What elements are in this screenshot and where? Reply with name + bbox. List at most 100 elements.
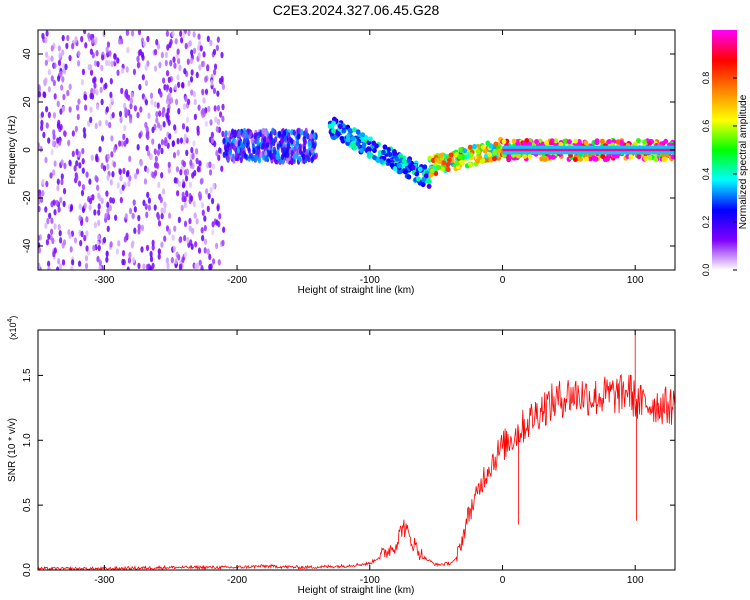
spectrogram-cell (355, 141, 361, 147)
spectrogram-cell (111, 197, 115, 204)
spectrogram-cell (165, 30, 169, 37)
spectrogram-cell (488, 143, 494, 149)
spectrogram-cell (186, 237, 190, 244)
spectrogram-cell (120, 87, 124, 95)
spectrogram-cell (187, 80, 191, 87)
spectrogram-cell (493, 141, 499, 147)
spectrogram-cell (190, 49, 194, 56)
colorbar-ticks: 0.0 0.2 0.4 0.6 0.8 (701, 72, 737, 276)
spectrogram-cell (194, 148, 199, 155)
spectrogram-cell (192, 90, 197, 98)
spectrogram-cell (61, 105, 66, 113)
spectrogram-cell (475, 149, 481, 155)
spectrogram-cell (40, 111, 44, 118)
spectrogram-cell (201, 234, 205, 242)
spectrogram-cell (38, 247, 42, 254)
spectrogram-cell (53, 62, 57, 69)
spectrogram-cell (95, 50, 99, 57)
spectrogram-cell (397, 169, 403, 175)
spectrogram-cell (287, 132, 291, 139)
spectrogram-cell (71, 259, 75, 266)
spectrogram-cell (139, 159, 143, 167)
spectrogram-cell (146, 191, 150, 199)
spectrogram-cell (422, 164, 428, 170)
spectrogram-cell (38, 84, 41, 91)
spectrogram-cell (83, 234, 87, 242)
spectrogram-cell (212, 87, 217, 95)
spectrogram-cell (162, 207, 167, 214)
snr-axes: -300 -200 -100 0 100 0.0 0.5 1.0 1.5 (22, 330, 675, 586)
spectrogram-cell (84, 262, 89, 270)
spectrogram-cell (138, 132, 142, 139)
spectrogram-cell (208, 169, 213, 176)
spectrogram-cell (173, 62, 177, 69)
spectrogram-cell (163, 235, 167, 242)
spectrogram-cell (410, 164, 416, 171)
spectrogram-cell (105, 250, 109, 258)
spectrogram-cell (180, 37, 184, 44)
spectrogram-cell (79, 239, 83, 247)
spectrogram-cell (207, 192, 211, 200)
spectrogram-cell (156, 102, 160, 109)
spectrogram-cell (123, 140, 127, 147)
spectrogram-cell (164, 51, 168, 59)
spectrogram-cell (307, 140, 312, 147)
spectrogram-cell (290, 138, 294, 145)
spectrogram-cell (302, 138, 307, 145)
spectrogram-y-tick-label: 0 (22, 147, 33, 153)
spectrogram-cell (56, 266, 60, 270)
spectrogram-cell (212, 258, 216, 265)
spectrogram-cell (171, 30, 175, 38)
spectrogram-cell (155, 117, 159, 124)
spectrogram-cell (153, 48, 158, 56)
spectrogram-cell (647, 154, 653, 161)
spectrogram-cell (173, 177, 177, 184)
spectrogram-cell (62, 200, 66, 208)
spectrogram-cell (417, 166, 423, 172)
spectrogram-cell (371, 140, 377, 146)
spectrogram-cell (222, 226, 226, 233)
spectrogram-cell (176, 48, 180, 55)
spectrogram-cell (78, 203, 82, 210)
spectrogram-cell (310, 156, 314, 164)
spectrogram-cell (229, 142, 233, 149)
spectrogram-cell (164, 59, 168, 67)
spectrogram-cell (50, 45, 54, 52)
spectrogram-cell (182, 160, 186, 168)
snr-plot-area (38, 330, 675, 570)
spectrogram-cell (62, 187, 67, 195)
spectrogram-cell (144, 79, 149, 87)
spectrogram-cell (191, 227, 195, 235)
spectrogram-cell (183, 251, 188, 258)
spectrogram-cell (122, 167, 126, 175)
spectrogram-cell (567, 139, 572, 145)
spectrogram-cell (110, 60, 114, 68)
spectrogram-cell (73, 165, 77, 172)
spectrogram-cell (100, 54, 105, 61)
spectrogram-cell (52, 169, 56, 176)
spectrogram-cell (199, 45, 203, 52)
spectrogram-cell (216, 90, 220, 97)
spectrogram-cell (160, 207, 164, 214)
spectrogram-cell (44, 222, 48, 229)
spectrogram-cell (196, 165, 200, 173)
spectrogram-y-tick-label: 40 (22, 48, 33, 60)
spectrogram-cell (197, 52, 201, 59)
spectrogram-cell (169, 86, 173, 94)
spectrogram-cell (150, 98, 154, 106)
spectrogram-cell (256, 148, 260, 155)
spectrogram-cell (160, 241, 164, 248)
spectrogram-cell (202, 51, 206, 58)
spectrogram-cell (213, 105, 217, 112)
spectrogram-cell (298, 143, 303, 150)
spectrogram-cell (179, 30, 183, 37)
spectrogram-cell (44, 206, 48, 213)
snr-series-line (38, 330, 675, 570)
spectrogram-cell (209, 119, 213, 126)
snr-y-tick-label: 0.0 (22, 563, 33, 577)
spectrogram-cell (458, 159, 464, 165)
spectrogram-cell (392, 150, 398, 156)
spectrogram-cell (188, 217, 192, 225)
spectrogram-cell (440, 166, 445, 172)
